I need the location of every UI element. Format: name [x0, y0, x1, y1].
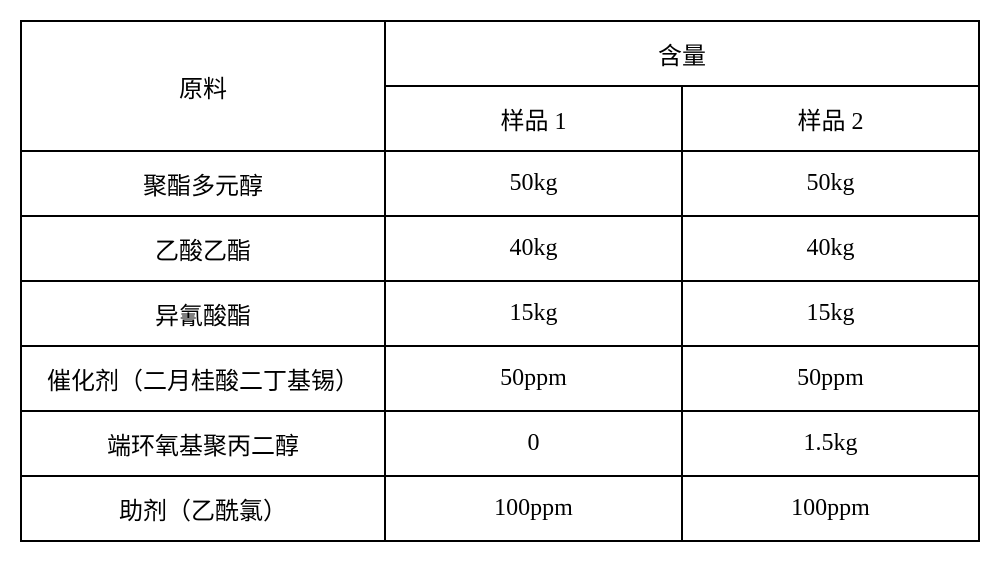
cell-sample1: 50kg	[385, 151, 682, 216]
composition-table-container: 原料 含量 样品 1 样品 2 聚酯多元醇 50kg 50kg 乙酸乙酯 40k…	[20, 20, 980, 542]
table-row: 聚酯多元醇 50kg 50kg	[21, 151, 979, 216]
table-row: 助剂（乙酰氯） 100ppm 100ppm	[21, 476, 979, 541]
cell-sample2: 15kg	[682, 281, 979, 346]
table-row: 异氰酸酯 15kg 15kg	[21, 281, 979, 346]
table-row: 端环氧基聚丙二醇 0 1.5kg	[21, 411, 979, 476]
header-sample1: 样品 1	[385, 86, 682, 151]
cell-sample2: 50ppm	[682, 346, 979, 411]
table-row: 乙酸乙酯 40kg 40kg	[21, 216, 979, 281]
cell-sample2: 100ppm	[682, 476, 979, 541]
cell-sample1: 40kg	[385, 216, 682, 281]
cell-material: 催化剂（二月桂酸二丁基锡）	[21, 346, 385, 411]
table-row: 催化剂（二月桂酸二丁基锡） 50ppm 50ppm	[21, 346, 979, 411]
header-material: 原料	[21, 21, 385, 151]
cell-material: 助剂（乙酰氯）	[21, 476, 385, 541]
cell-material: 异氰酸酯	[21, 281, 385, 346]
cell-sample1: 0	[385, 411, 682, 476]
cell-sample2: 50kg	[682, 151, 979, 216]
cell-sample1: 50ppm	[385, 346, 682, 411]
cell-sample1: 100ppm	[385, 476, 682, 541]
table-header-row-1: 原料 含量	[21, 21, 979, 86]
cell-sample1: 15kg	[385, 281, 682, 346]
composition-table: 原料 含量 样品 1 样品 2 聚酯多元醇 50kg 50kg 乙酸乙酯 40k…	[20, 20, 980, 542]
header-sample2: 样品 2	[682, 86, 979, 151]
cell-material: 端环氧基聚丙二醇	[21, 411, 385, 476]
header-content: 含量	[385, 21, 979, 86]
cell-material: 聚酯多元醇	[21, 151, 385, 216]
cell-sample2: 1.5kg	[682, 411, 979, 476]
cell-sample2: 40kg	[682, 216, 979, 281]
cell-material: 乙酸乙酯	[21, 216, 385, 281]
